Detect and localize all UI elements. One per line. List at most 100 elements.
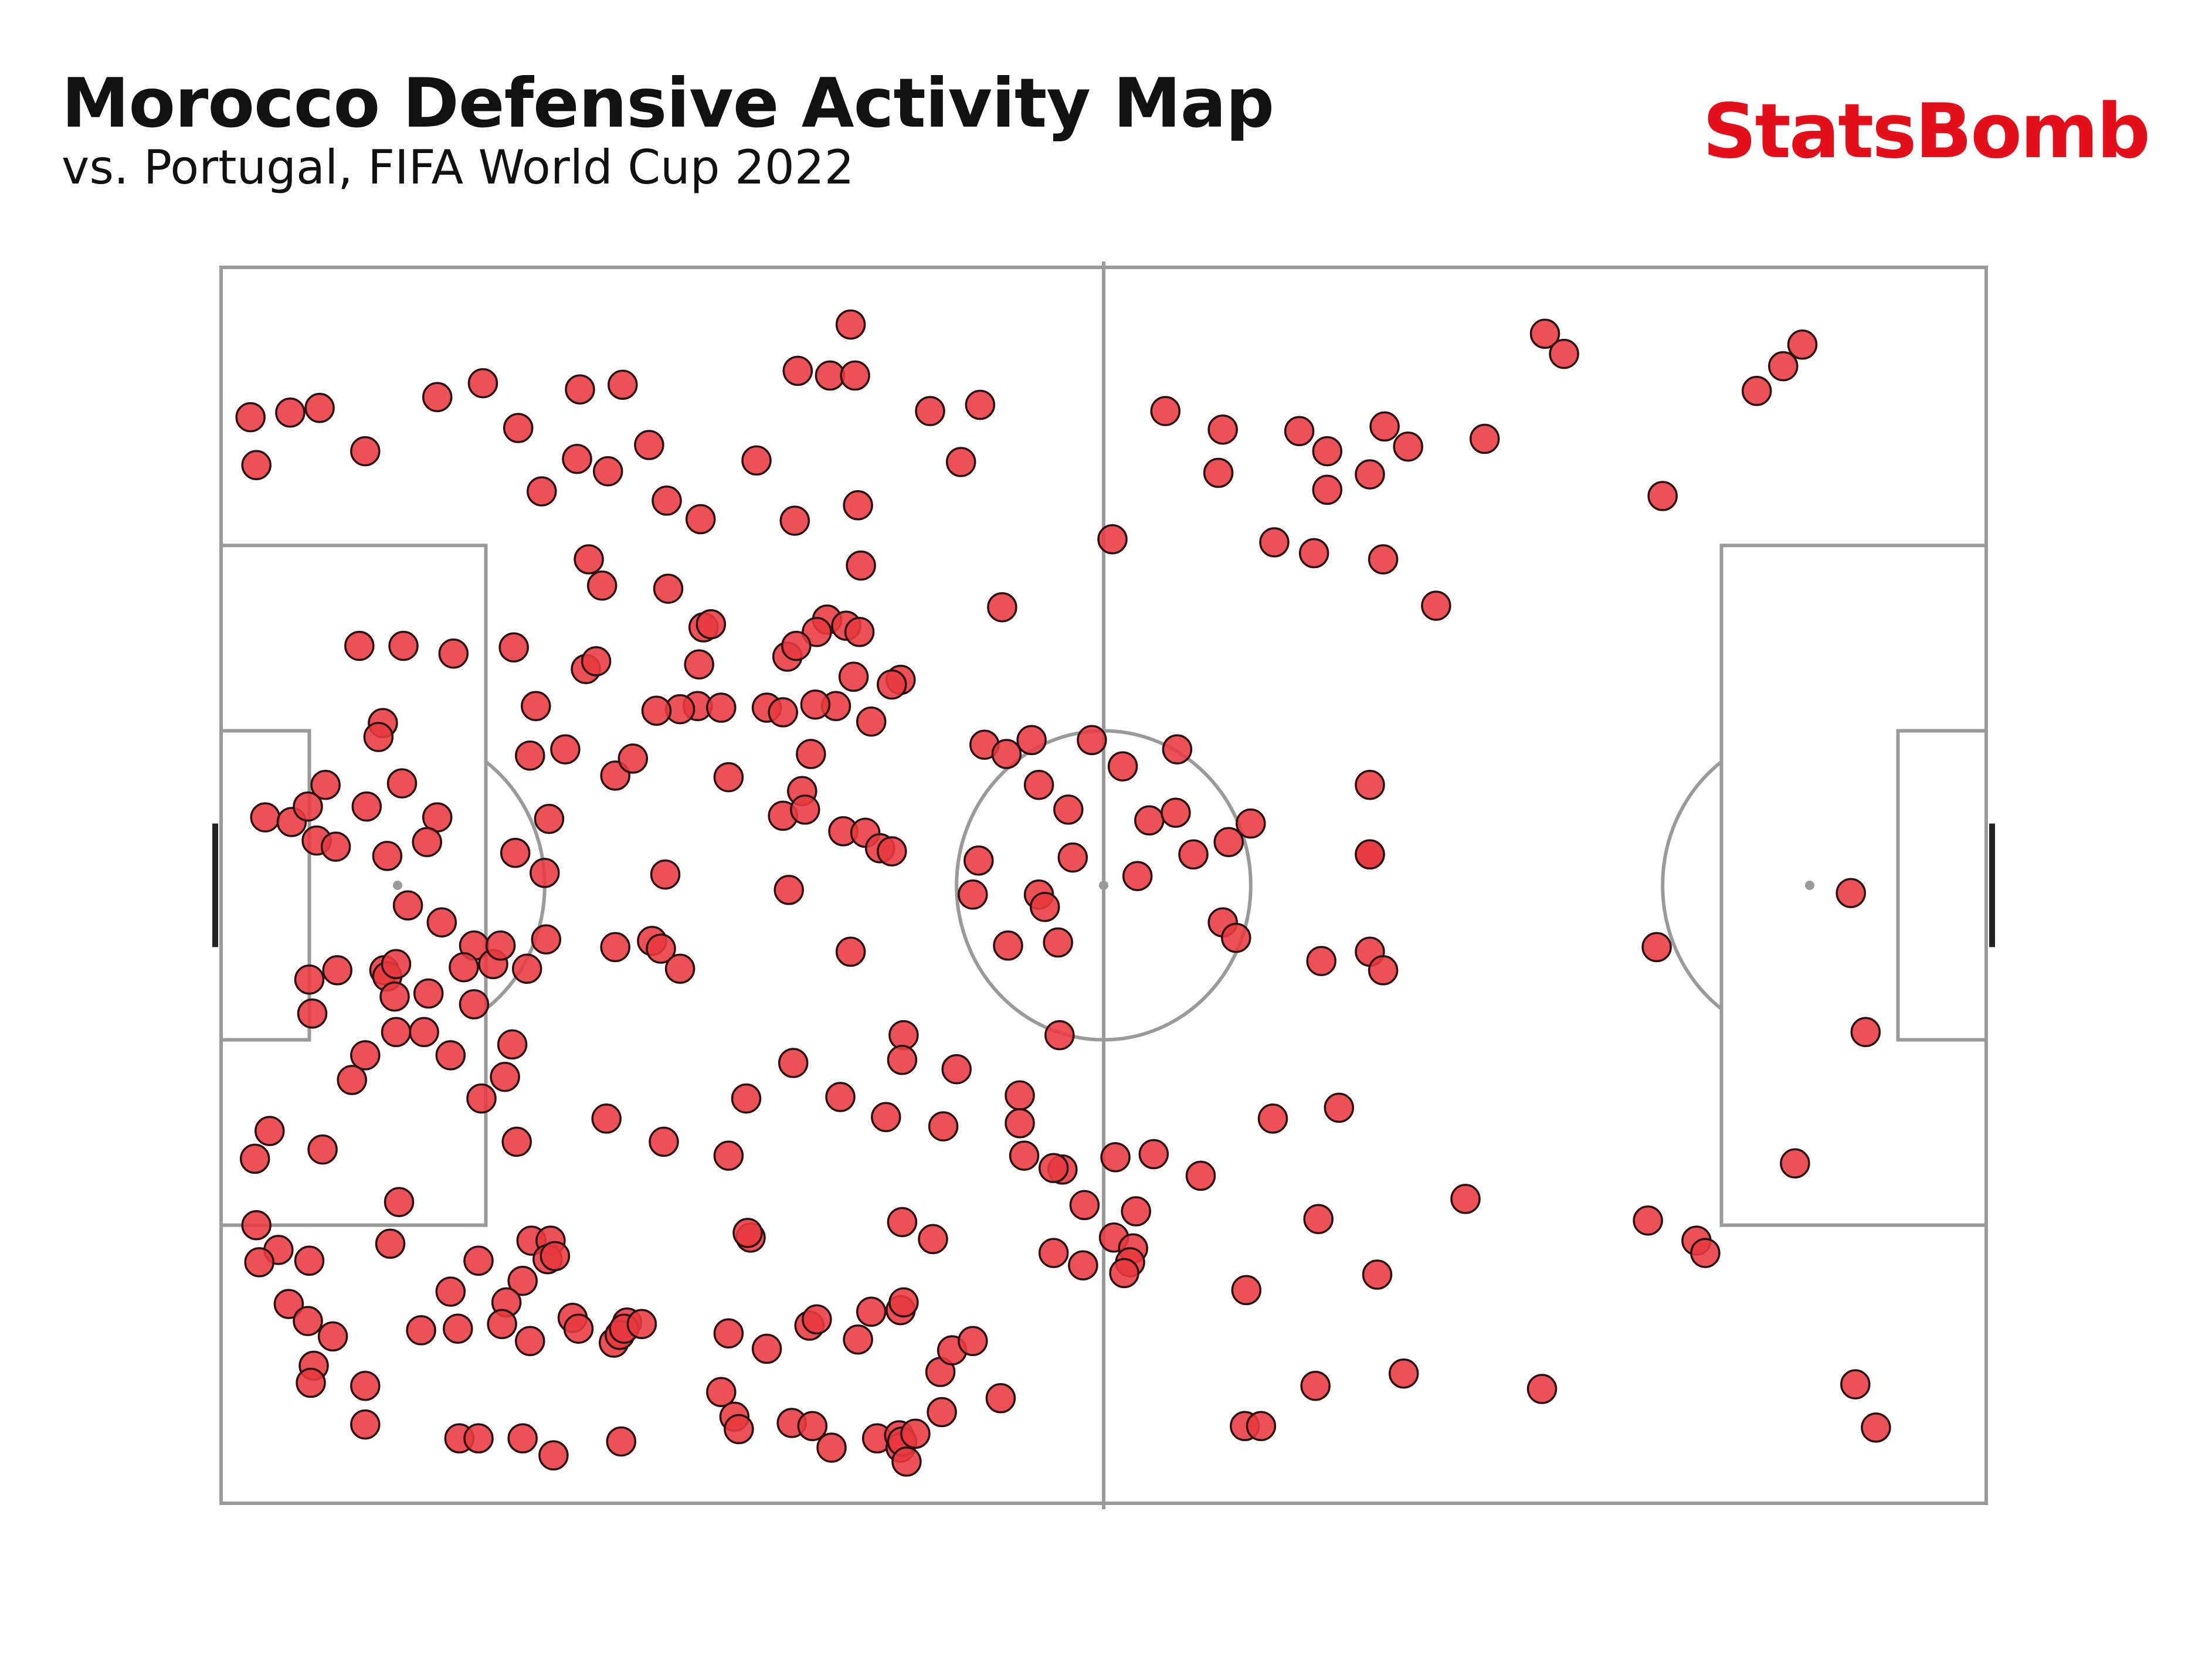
defensive-action-point	[443, 1313, 473, 1344]
defensive-action-point	[244, 1247, 274, 1278]
defensive-action-point	[706, 692, 737, 723]
defensive-action-point	[531, 924, 562, 955]
defensive-action-point	[856, 1296, 887, 1327]
defensive-action-point	[1306, 946, 1336, 976]
defensive-action-point	[779, 505, 810, 536]
defensive-action-point	[497, 1029, 528, 1060]
defensive-action-point	[459, 989, 490, 1020]
defensive-action-point	[1393, 431, 1423, 462]
defensive-action-point	[538, 1440, 569, 1471]
defensive-action-point	[1641, 932, 1672, 963]
defensive-action-point	[1469, 423, 1500, 454]
defensive-action-point	[618, 743, 649, 774]
defensive-action-point	[1368, 544, 1399, 575]
defensive-action-point	[413, 978, 444, 1009]
defensive-action-point	[426, 907, 457, 937]
defensive-action-point	[778, 1048, 809, 1078]
defensive-action-point	[928, 1111, 959, 1142]
defensive-action-point	[350, 1409, 381, 1440]
defensive-action-point	[255, 1116, 285, 1146]
defensive-action-point	[463, 1245, 494, 1276]
defensive-action-point	[731, 1083, 762, 1114]
defensive-action-point	[1207, 414, 1238, 445]
defensive-action-point	[782, 355, 813, 386]
defensive-action-point	[500, 837, 531, 868]
defensive-action-point	[790, 794, 820, 825]
defensive-action-point	[1780, 1148, 1810, 1179]
statsbomb-logo: StatsBomb	[1702, 88, 2150, 175]
defensive-action-point	[1203, 457, 1234, 488]
defensive-action-point	[1355, 839, 1385, 870]
defensive-action-point	[941, 1054, 972, 1085]
defensive-action-point	[958, 879, 988, 910]
defensive-action-point	[363, 722, 394, 752]
defensive-action-point	[773, 875, 804, 905]
defensive-action-point	[713, 1318, 744, 1348]
defensive-action-point	[606, 1426, 637, 1457]
defensive-action-point	[1236, 808, 1266, 839]
defensive-action-point	[466, 1083, 497, 1114]
defensive-action-point	[802, 1304, 832, 1335]
defensive-action-point	[409, 1017, 439, 1048]
defensive-action-point	[1368, 955, 1399, 986]
defensive-action-point	[350, 1040, 381, 1071]
right-penalty-spot	[1805, 881, 1814, 890]
right-penalty-arc	[1661, 760, 1723, 1011]
defensive-action-point	[562, 443, 592, 474]
defensive-action-point	[337, 1065, 367, 1095]
defensive-action-point	[871, 1102, 901, 1133]
defensive-action-point	[816, 1432, 847, 1463]
defensive-action-point	[1138, 1139, 1169, 1170]
defensive-action-point	[877, 836, 907, 867]
defensive-action-point	[626, 1309, 657, 1340]
defensive-action-point	[634, 430, 664, 460]
defensive-action-point	[1005, 1080, 1035, 1111]
defensive-action-point	[732, 1218, 763, 1248]
defensive-action-point	[406, 1315, 436, 1346]
defensive-action-point	[503, 413, 534, 443]
defensive-action-point	[600, 932, 630, 963]
defensive-action-point	[344, 630, 375, 661]
defensive-action-point	[877, 669, 907, 700]
defensive-action-point	[1043, 927, 1073, 958]
defensive-action-point	[741, 445, 772, 476]
defensive-action-point	[273, 1289, 304, 1319]
defensive-action-point	[381, 1017, 412, 1048]
defensive-action-point	[463, 1423, 494, 1454]
defensive-action-point	[713, 762, 744, 793]
defensive-action-point	[1312, 436, 1343, 467]
defensive-action-point	[1850, 1017, 1881, 1048]
defensive-action-point	[1016, 725, 1047, 756]
defensive-action-point	[650, 859, 681, 890]
defensive-action-point	[1836, 878, 1866, 908]
defensive-action-point	[768, 697, 798, 728]
defensive-action-point	[802, 617, 832, 647]
defensive-action-point	[1068, 1250, 1098, 1280]
defensive-action-point	[511, 953, 542, 984]
defensive-action-point	[685, 504, 716, 535]
defensive-action-point	[294, 964, 325, 995]
centre-spot	[1099, 881, 1108, 890]
defensive-action-point	[351, 791, 382, 822]
defensive-action-point	[297, 998, 328, 1029]
defensive-action-point	[653, 573, 684, 604]
defensive-action-point	[563, 1313, 594, 1344]
defensive-action-point	[1107, 751, 1138, 782]
defensive-action-point	[487, 1309, 517, 1340]
defensive-action-point	[1069, 1190, 1100, 1221]
defensive-action-point	[887, 1045, 918, 1075]
defensive-action-point	[304, 393, 335, 423]
defensive-action-point	[987, 592, 1017, 623]
defensive-action-point	[838, 661, 869, 692]
defensive-action-point	[1355, 459, 1385, 490]
defensive-action-point	[381, 949, 412, 980]
defensive-action-point	[296, 1367, 326, 1398]
defensive-action-point	[684, 649, 714, 680]
defensive-action-point	[1369, 411, 1400, 442]
defensive-action-point	[664, 953, 696, 984]
defensive-action-point	[796, 739, 826, 769]
defensive-action-point	[490, 1061, 520, 1092]
defensive-action-point	[991, 739, 1022, 769]
defensive-action-point	[1150, 396, 1181, 426]
defensive-action-point	[1312, 474, 1343, 505]
